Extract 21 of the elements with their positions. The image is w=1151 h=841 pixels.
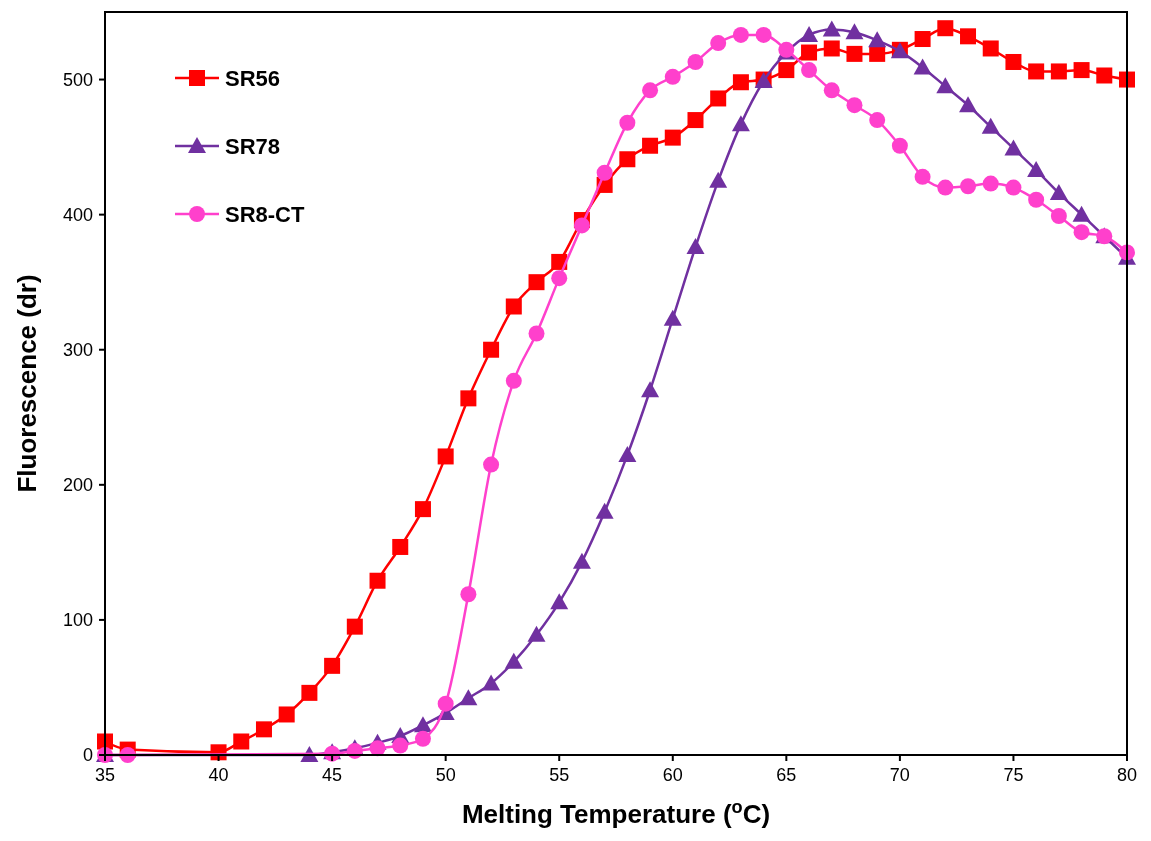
x-axis-title: Melting Temperature ($^{o}$C) [461,797,771,829]
legend-label: SR8-CT [225,202,306,227]
y-tick-label: 500 [62,69,93,90]
x-tick-label: 60 [662,765,683,785]
y-axis-title: Fluorescence (dr) [12,274,42,493]
x-tick-label: 75 [1003,765,1024,785]
x-tick-label: 70 [889,765,910,785]
x-tick-label: 55 [549,765,570,785]
x-tick-label: 80 [1116,765,1138,785]
x-tick-label: 35 [94,765,116,785]
y-tick-label: 400 [62,204,93,225]
x-tick-label: 45 [322,765,343,785]
y-tick-label: 100 [62,609,93,630]
legend-label: SR56 [225,66,281,91]
y-tick-label: 300 [62,339,93,360]
y-tick-label: 200 [62,474,93,495]
x-tick-label: 50 [435,765,456,785]
legend-label: SR78 [225,134,281,159]
x-tick-label: 65 [776,765,797,785]
x-tick-label: 40 [208,765,229,785]
y-tick-label: 0 [82,745,93,765]
